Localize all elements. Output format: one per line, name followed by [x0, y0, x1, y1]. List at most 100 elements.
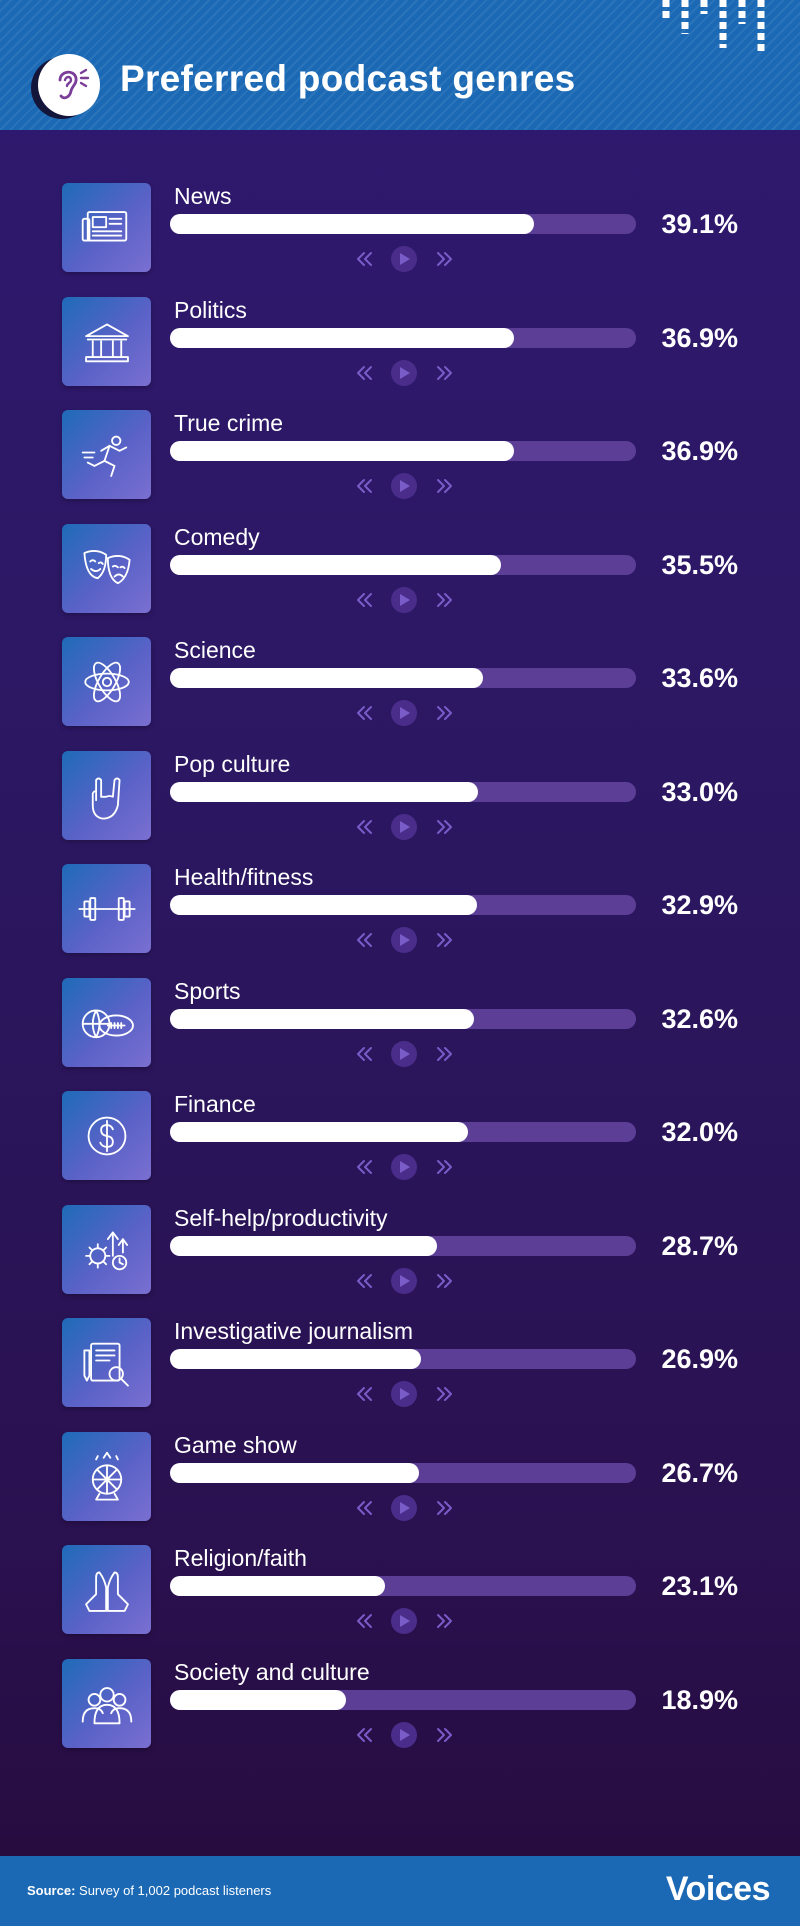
newspaper-icon — [62, 183, 151, 272]
value-label: 36.9% — [661, 322, 738, 353]
rewind-play-forward-icon — [357, 246, 452, 272]
rewind-play-forward-icon — [357, 1040, 452, 1067]
bar-finance — [170, 1122, 468, 1142]
category-label: Religion/faith — [174, 1545, 307, 1571]
value-label: 33.6% — [661, 663, 738, 693]
equalizer-decoration-icon — [662, 0, 765, 54]
bar-track — [170, 441, 636, 461]
ear-icon — [58, 68, 90, 100]
bar-row-investigative-journalism: Investigative journalism 26.9% — [0, 1318, 800, 1432]
playback-controls — [352, 359, 456, 387]
bar-row-news: News 39.1% — [0, 183, 800, 297]
playback-controls — [352, 1494, 456, 1522]
category-label: Health/fitness — [174, 864, 314, 890]
dollar-coin-icon — [62, 1091, 151, 1180]
bar-track — [170, 1235, 636, 1256]
value-label: 28.7% — [661, 1230, 738, 1261]
value-label: 35.5% — [661, 549, 738, 580]
bar-row-politics: Politics 36.9% — [0, 296, 800, 411]
gear-growth-icon — [62, 1204, 151, 1294]
bar-row-game-show: Game show 26.7% — [0, 1431, 800, 1546]
footer: Source: Survey of 1,002 podcast listener… — [0, 1856, 800, 1926]
bar-sports — [170, 1008, 474, 1029]
bar-self-help-productivity — [170, 1235, 437, 1256]
playback-controls — [352, 245, 456, 273]
rewind-play-forward-icon — [357, 586, 452, 613]
rewind-play-forward-icon — [357, 813, 452, 840]
bar-religion-faith — [170, 1576, 385, 1596]
rewind-play-forward-icon — [357, 359, 452, 386]
playback-controls — [352, 1153, 456, 1181]
bar-row-religion-faith: Religion/faith 23.1% — [0, 1545, 800, 1659]
ear-logo — [38, 54, 100, 116]
rewind-play-forward-icon — [357, 1267, 452, 1294]
rewind-play-forward-icon — [357, 473, 452, 499]
prize-wheel-icon — [62, 1431, 151, 1521]
chart-title: Preferred podcast genres — [120, 58, 576, 99]
category-label: Game show — [174, 1431, 297, 1458]
rewind-play-forward-icon — [357, 1608, 452, 1634]
rewind-play-forward-icon — [357, 700, 452, 726]
bar-society-and-culture — [170, 1689, 346, 1710]
bar-row-pop-culture: Pop culture 33.0% — [0, 750, 800, 865]
bar-row-comedy: Comedy 35.5% — [0, 523, 800, 638]
bar-row-health-fitness: Health/fitness 32.9% — [0, 864, 800, 978]
bar-track — [170, 1349, 636, 1369]
bar-track — [170, 781, 636, 802]
bar-politics — [170, 327, 514, 348]
bar-track — [170, 895, 636, 915]
source-text: Survey of 1,002 podcast listeners — [79, 1883, 272, 1898]
government-building-icon — [62, 296, 151, 386]
bar-row-true-crime: True crime 36.9% — [0, 410, 800, 524]
category-label: Sports — [174, 977, 241, 1004]
rock-hand-icon — [62, 750, 151, 840]
bar-track — [170, 1689, 636, 1710]
dumbbell-icon — [62, 864, 151, 953]
playback-controls — [352, 472, 456, 500]
bar-row-society-and-culture: Society and culture 18.9% — [0, 1658, 800, 1773]
playback-controls — [352, 1040, 456, 1068]
value-label: 32.6% — [661, 1003, 738, 1034]
playback-controls — [352, 699, 456, 727]
rewind-play-forward-icon — [357, 927, 452, 953]
category-label: Self-help/productivity — [174, 1204, 388, 1231]
notebook-magnifier-icon — [62, 1318, 151, 1407]
source-note: Source: Survey of 1,002 podcast listener… — [27, 1883, 271, 1898]
category-label: Investigative journalism — [174, 1318, 414, 1344]
bar-row-finance: Finance 32.0% — [0, 1091, 800, 1205]
bar-track — [170, 1576, 636, 1596]
playback-controls — [352, 813, 456, 841]
praying-hands-icon — [62, 1545, 151, 1634]
value-label: 33.0% — [661, 776, 738, 807]
bar-track — [170, 214, 636, 234]
category-label: Science — [174, 637, 256, 663]
sports-balls-icon — [62, 977, 151, 1067]
bar-track — [170, 668, 636, 688]
playback-controls — [352, 1267, 456, 1295]
header-banner: Preferred podcast genres — [0, 0, 800, 130]
bar-science — [170, 668, 483, 688]
category-label: Comedy — [174, 523, 260, 550]
value-label: 32.0% — [661, 1117, 738, 1147]
bar-investigative-journalism — [170, 1349, 421, 1369]
bar-row-science: Science 33.6% — [0, 637, 800, 751]
category-label: Politics — [174, 296, 247, 323]
rewind-play-forward-icon — [357, 1154, 452, 1180]
theater-masks-icon — [62, 523, 151, 613]
bar-chart: News 39.1% Politics 36.9% True crime 36.9% Com… — [0, 183, 800, 1772]
bar-track — [170, 1008, 636, 1029]
people-group-icon — [62, 1658, 151, 1748]
brand-logo: Voices — [665, 1870, 771, 1908]
bar-game-show — [170, 1462, 419, 1483]
rewind-play-forward-icon — [357, 1381, 452, 1407]
value-label: 32.9% — [661, 890, 738, 920]
value-label: 36.9% — [661, 436, 738, 466]
value-label: 18.9% — [661, 1684, 738, 1715]
rewind-play-forward-icon — [357, 1721, 452, 1748]
category-label: True crime — [174, 410, 284, 436]
playback-controls — [352, 926, 456, 954]
value-label: 26.9% — [661, 1344, 738, 1374]
category-label: Pop culture — [174, 750, 291, 777]
bar-track — [170, 327, 636, 348]
atom-icon — [62, 637, 151, 726]
